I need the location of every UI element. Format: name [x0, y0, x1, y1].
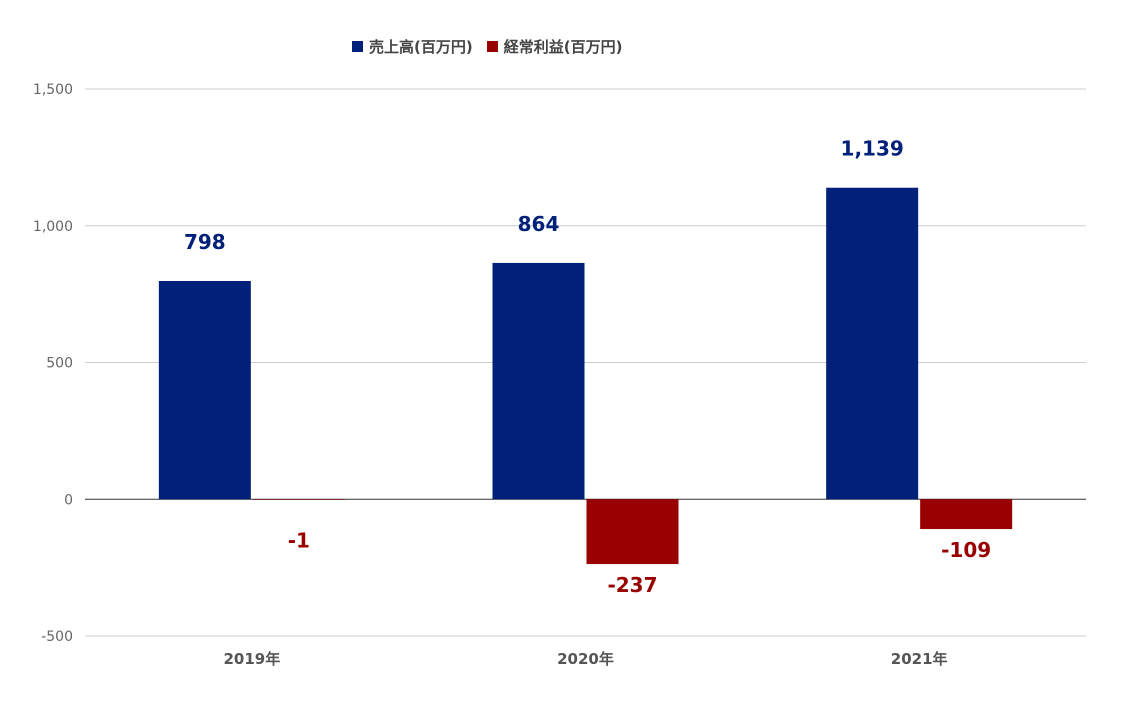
bar-sales: [826, 187, 919, 500]
data-label-ordinary-profit: -109: [941, 538, 991, 562]
bar-ordinary-profit: [252, 499, 345, 500]
data-label-sales: 864: [518, 212, 560, 236]
bar-sales: [158, 280, 251, 500]
x-category-label: 2019年: [223, 650, 280, 668]
y-tick-label: -500: [41, 629, 73, 645]
x-category-label: 2021年: [891, 650, 948, 668]
data-label-ordinary-profit: -237: [607, 573, 657, 597]
data-label-ordinary-profit: -1: [288, 528, 310, 552]
legend-item-sales: 売上高(百万円): [352, 36, 473, 57]
y-tick-label: 0: [64, 492, 73, 508]
legend-item-ordinary-profit: 経常利益(百万円): [486, 36, 623, 57]
x-category-label: 2020年: [557, 650, 614, 668]
legend-swatch-sales: [352, 41, 363, 52]
bar-ordinary-profit: [920, 499, 1013, 530]
legend-label-sales: 売上高(百万円): [369, 38, 473, 56]
bar-sales: [492, 262, 585, 500]
legend-label-ordinary-profit: 経常利益(百万円): [503, 38, 623, 56]
y-tick-label: 500: [46, 356, 73, 372]
legend-swatch-ordinary-profit: [486, 41, 498, 52]
data-label-sales: 1,139: [841, 137, 904, 161]
y-tick-label: 1,000: [33, 219, 73, 235]
data-label-sales: 798: [184, 230, 226, 254]
legend: 売上高(百万円) 経常利益(百万円): [352, 36, 622, 57]
y-tick-label: 1,500: [33, 82, 73, 98]
bar-ordinary-profit: [586, 499, 679, 565]
